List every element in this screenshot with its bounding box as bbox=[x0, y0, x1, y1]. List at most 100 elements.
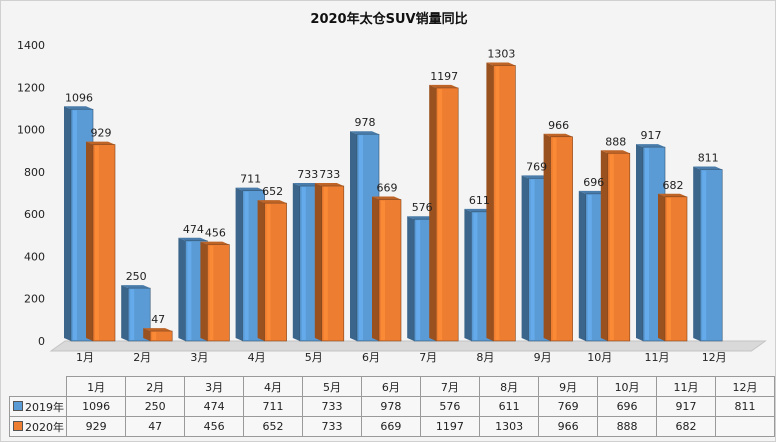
bar-highlight bbox=[152, 332, 157, 340]
table-header-row: 1月 2月 3月 4月 5月 6月 7月 8月 9月 10月 11月 12月 bbox=[9, 376, 776, 397]
table-cell: 917 bbox=[656, 396, 716, 417]
bar-highlight bbox=[359, 135, 363, 340]
bar-top bbox=[64, 106, 93, 110]
bar-side bbox=[464, 208, 472, 341]
data-labels: 1096 250 474 711 733 978 576 611 769 696 917 811 929… bbox=[65, 48, 719, 327]
data-label: 250 bbox=[126, 270, 147, 283]
table-cell: 576 bbox=[419, 396, 481, 417]
bar-side bbox=[292, 183, 300, 341]
x-tick-label: 7月 bbox=[419, 351, 437, 364]
bar-top bbox=[257, 200, 287, 204]
table-cell: 711 bbox=[243, 396, 303, 417]
y-tick-label: 1000 bbox=[17, 124, 45, 137]
y-tick-label: 600 bbox=[24, 208, 45, 221]
bars bbox=[64, 62, 723, 342]
chart-floor bbox=[49, 340, 767, 352]
legend-swatch-2020 bbox=[13, 420, 23, 431]
bar-top bbox=[372, 196, 401, 200]
data-label: 1096 bbox=[65, 91, 93, 104]
x-tick-label: 1月 bbox=[76, 351, 94, 364]
bar-highlight bbox=[438, 88, 443, 340]
table-header-cell: 5月 bbox=[302, 376, 362, 397]
bar-top bbox=[636, 144, 665, 148]
series-name-2020: 2020年 bbox=[25, 420, 64, 434]
y-tick-label: 800 bbox=[24, 166, 45, 179]
table-header-cell: 3月 bbox=[184, 376, 245, 397]
table-header-cell: 10月 bbox=[597, 376, 658, 397]
bar-highlight bbox=[187, 241, 192, 340]
bar-highlight bbox=[381, 200, 385, 340]
bar-highlight bbox=[130, 289, 135, 340]
bar-highlight bbox=[266, 204, 271, 340]
bar-side bbox=[235, 187, 243, 341]
x-tick-label: 5月 bbox=[305, 351, 323, 364]
bar-highlight bbox=[667, 197, 671, 340]
data-label: 966 bbox=[548, 119, 569, 132]
bar-top bbox=[407, 216, 437, 220]
bar-side bbox=[121, 285, 129, 341]
bar-side bbox=[407, 216, 415, 341]
bar-top bbox=[178, 237, 208, 241]
bar-side bbox=[178, 237, 186, 341]
table-cell: 966 bbox=[538, 416, 599, 437]
bar-2020年-2月 bbox=[143, 328, 173, 342]
table-cell: 456 bbox=[184, 416, 245, 437]
bar-2020年-10月 bbox=[600, 150, 631, 342]
bar-top bbox=[578, 190, 608, 194]
table-cell: 652 bbox=[243, 416, 303, 437]
data-table: 1月 2月 3月 4月 5月 6月 7月 8月 9月 10月 11月 12月 2019年 1096 25… bbox=[8, 376, 776, 437]
bar-highlight bbox=[645, 148, 649, 340]
x-tick-label: 6月 bbox=[362, 351, 380, 364]
bar-top bbox=[86, 141, 115, 145]
table-row-header: 2019年 bbox=[8, 396, 68, 417]
table-row: 2019年 1096 250 474 711 733 978 576 611 769 696 917… bbox=[8, 396, 776, 417]
table-cell: 696 bbox=[597, 396, 658, 417]
data-label: 696 bbox=[583, 176, 604, 189]
bar-side bbox=[86, 141, 93, 341]
bar-2019年-12月 bbox=[693, 166, 723, 342]
x-tick-label: 11月 bbox=[645, 351, 670, 364]
bar-side bbox=[372, 196, 379, 341]
table-cell: 888 bbox=[597, 416, 658, 437]
bar-side bbox=[314, 183, 322, 341]
series-name-2019: 2019年 bbox=[25, 400, 64, 414]
bar-2020年-1月 bbox=[86, 141, 116, 342]
data-label: 47 bbox=[151, 313, 165, 326]
table-cell: 250 bbox=[125, 396, 186, 417]
bar-side bbox=[578, 190, 586, 341]
bar-highlight bbox=[323, 187, 328, 340]
data-label: 1197 bbox=[430, 70, 458, 83]
data-label: 733 bbox=[297, 168, 318, 181]
bar-side bbox=[521, 175, 529, 341]
y-tick-label: 0 bbox=[38, 335, 45, 348]
table-header-cell: 2月 bbox=[125, 376, 186, 397]
bar-2020年-11月 bbox=[658, 193, 688, 342]
bar-top bbox=[121, 285, 151, 289]
x-tick-label: 9月 bbox=[534, 351, 552, 364]
table-cell: 611 bbox=[479, 396, 540, 417]
legend-swatch-2019 bbox=[13, 400, 23, 411]
data-label: 576 bbox=[412, 201, 433, 214]
table-cell: 474 bbox=[184, 396, 245, 417]
bar-side bbox=[486, 62, 494, 341]
x-tick-label: 10月 bbox=[587, 351, 612, 364]
bar-side bbox=[600, 150, 608, 341]
y-axis: 0 200 400 600 800 1000 1200 1400 bbox=[17, 39, 45, 348]
x-tick-label: 2月 bbox=[133, 351, 151, 364]
bar-side bbox=[429, 84, 437, 342]
bar-front bbox=[149, 330, 173, 342]
table-header-cell: 7月 bbox=[419, 376, 481, 397]
data-label: 811 bbox=[698, 152, 719, 165]
data-label: 474 bbox=[183, 223, 204, 236]
data-label: 652 bbox=[262, 185, 283, 198]
bar-side bbox=[257, 200, 265, 341]
bar-side bbox=[143, 328, 151, 341]
floor-plane bbox=[49, 340, 767, 352]
data-label: 669 bbox=[377, 182, 398, 195]
bar-2020年-8月 bbox=[486, 62, 516, 342]
x-tick-label: 3月 bbox=[190, 351, 208, 364]
data-label: 733 bbox=[319, 168, 340, 181]
x-axis: 1月 2月 3月 4月 5月 6月 7月 8月 9月 10月 11月 12月 bbox=[76, 351, 727, 364]
bar-top bbox=[658, 193, 687, 197]
bar-top bbox=[543, 133, 573, 137]
